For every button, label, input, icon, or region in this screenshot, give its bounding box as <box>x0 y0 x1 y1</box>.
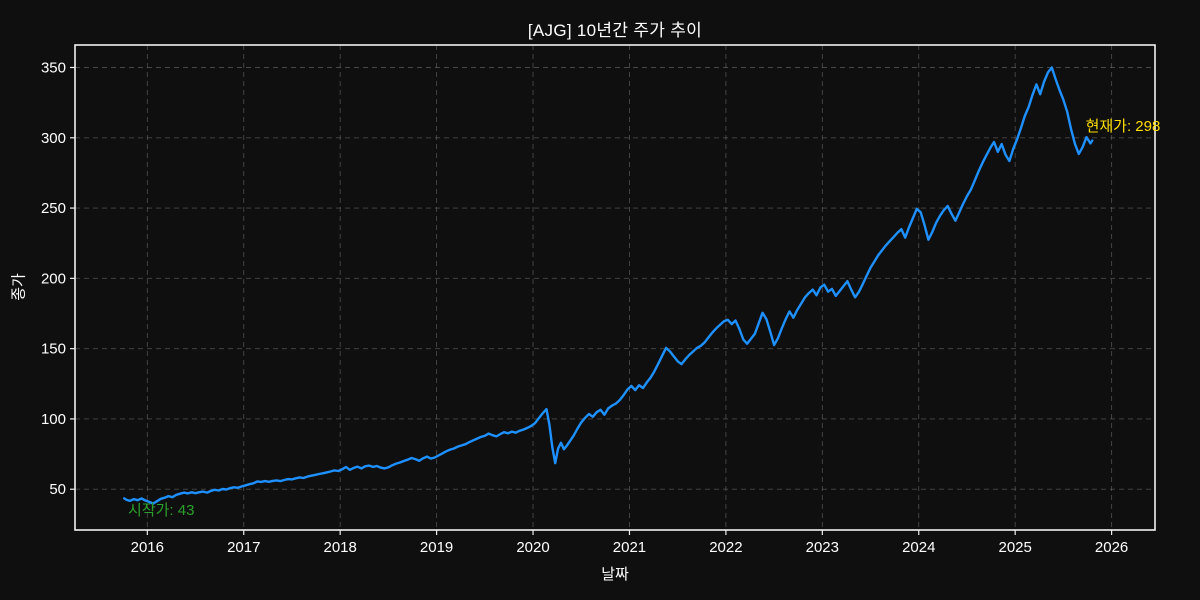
x-tick-label: 2024 <box>902 539 935 556</box>
chart-title: [AJG] 10년간 주가 추이 <box>527 21 703 40</box>
y-tick-label: 100 <box>41 411 66 428</box>
x-tick-label: 2021 <box>613 539 646 556</box>
current-price-annotation: 현재가: 298 <box>1086 118 1161 135</box>
y-tick-label: 350 <box>41 59 66 76</box>
y-tick-label: 50 <box>49 481 66 498</box>
x-tick-label: 2023 <box>806 539 839 556</box>
price-line <box>122 66 1094 505</box>
x-tick-label: 2017 <box>227 539 260 556</box>
x-tick-label: 2016 <box>131 539 164 556</box>
x-axis-label: 날짜 <box>601 566 629 583</box>
x-tick-label: 2025 <box>998 539 1031 556</box>
y-tick-label: 250 <box>41 200 66 217</box>
x-tick-label: 2018 <box>323 539 356 556</box>
y-tick-label: 300 <box>41 130 66 147</box>
plot-frame <box>74 44 1156 531</box>
y-axis-label: 종가 <box>10 273 28 301</box>
x-tick-label: 2020 <box>516 539 549 556</box>
y-tick-label: 150 <box>41 341 66 358</box>
x-tick-label: 2026 <box>1095 539 1128 556</box>
x-tick-label: 2019 <box>420 539 453 556</box>
x-tick-label: 2022 <box>709 539 742 556</box>
start-price-annotation: 시작가: 43 <box>128 502 194 519</box>
y-tick-label: 200 <box>41 270 66 287</box>
